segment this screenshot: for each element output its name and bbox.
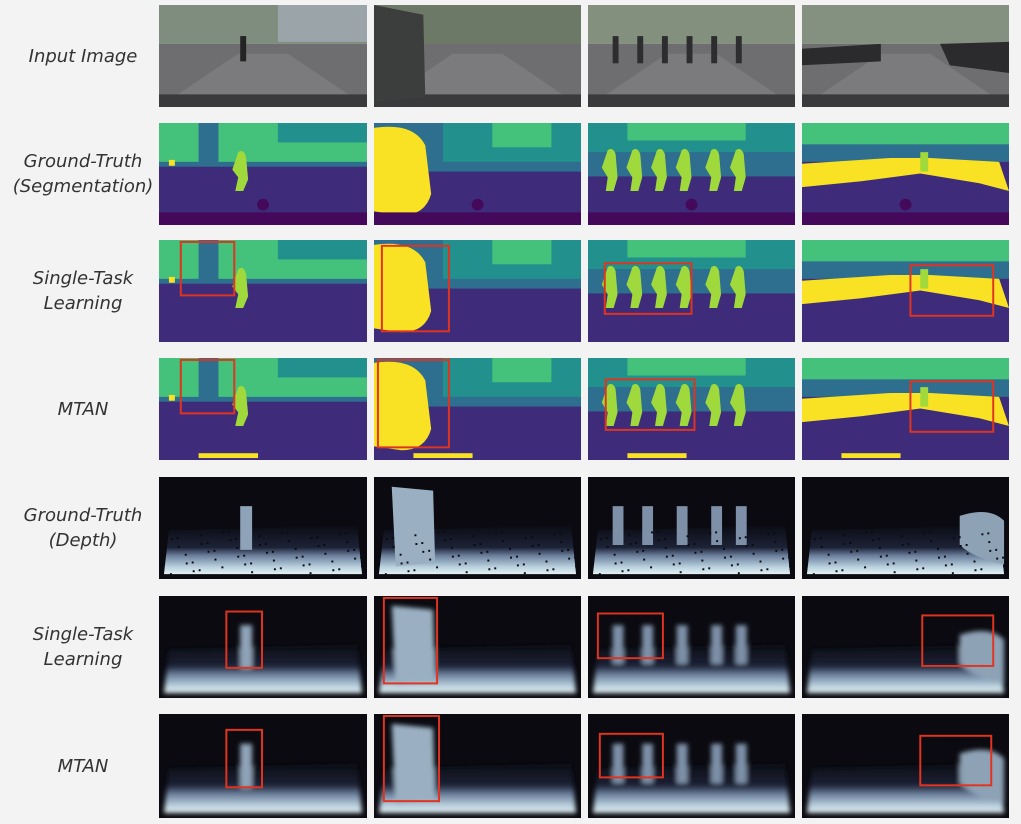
highlight-box <box>919 734 993 787</box>
row-label: Input Image <box>8 5 158 107</box>
row-label-line: (Segmentation) <box>12 176 154 197</box>
result-image <box>159 240 367 342</box>
highlight-box <box>596 612 664 660</box>
highlight-box <box>598 732 664 779</box>
row-label-line: MTAN <box>57 755 109 777</box>
result-image <box>588 358 795 460</box>
highlight-box <box>921 614 995 667</box>
highlight-box <box>909 380 995 433</box>
highlight-box <box>179 358 236 415</box>
result-image <box>159 477 367 579</box>
result-image <box>374 596 581 698</box>
highlight-box <box>604 378 696 431</box>
highlight-box <box>225 728 263 789</box>
row-label-line: Ground-Truth <box>23 505 143 526</box>
result-image <box>802 714 1009 818</box>
result-image <box>588 123 795 225</box>
result-image <box>802 477 1009 579</box>
highlight-box <box>225 610 263 669</box>
result-image <box>588 596 795 698</box>
highlight-box <box>376 358 450 449</box>
result-image <box>802 5 1009 107</box>
row-label-line: Ground-Truth <box>23 151 143 172</box>
row-label: Ground-Truth (Depth) <box>8 477 158 579</box>
result-image <box>802 123 1009 225</box>
result-image <box>374 123 581 225</box>
result-image <box>374 240 581 342</box>
row-label: Single-Task Learning <box>8 596 158 698</box>
highlight-box <box>380 244 450 333</box>
result-image <box>374 358 581 460</box>
result-image <box>588 240 795 342</box>
row-label: Single-Task Learning <box>8 240 158 342</box>
row-label-line: Single-Task <box>32 268 134 289</box>
row-label-line: Learning <box>43 293 123 314</box>
result-image <box>802 596 1009 698</box>
result-image <box>374 477 581 579</box>
row-label-line: (Depth) <box>48 530 118 551</box>
result-image <box>374 714 581 818</box>
result-image <box>588 477 795 579</box>
row-label: Ground-Truth (Segmentation) <box>8 123 158 225</box>
highlight-box <box>909 264 995 317</box>
row-label-line: MTAN <box>57 398 109 420</box>
highlight-box <box>603 262 693 315</box>
result-image <box>802 358 1009 460</box>
row-label: MTAN <box>8 714 158 818</box>
row-label-line: Learning <box>43 649 123 670</box>
row-label-line: Input Image <box>28 45 138 67</box>
highlight-box <box>382 596 439 685</box>
result-image <box>159 714 367 818</box>
result-image <box>159 5 367 107</box>
row-label: MTAN <box>8 358 158 460</box>
result-image <box>588 714 795 818</box>
row-label-line: Single-Task <box>32 624 134 645</box>
highlight-box <box>382 714 441 803</box>
result-image <box>802 240 1009 342</box>
result-image <box>159 358 367 460</box>
highlight-box <box>179 240 236 297</box>
result-image <box>159 596 367 698</box>
result-image <box>374 5 581 107</box>
result-image <box>588 5 795 107</box>
result-image <box>159 123 367 225</box>
